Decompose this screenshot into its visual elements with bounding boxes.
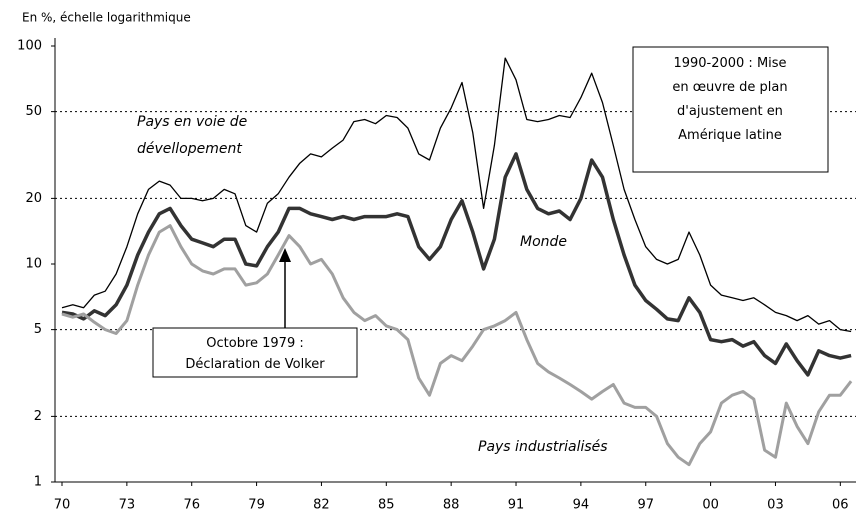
series-label: Monde bbox=[520, 234, 567, 250]
x-tick-label: 85 bbox=[378, 498, 395, 513]
y-tick-label: 10 bbox=[25, 257, 42, 272]
series-line bbox=[61, 224, 853, 467]
y-tick-label: 1 bbox=[34, 475, 42, 490]
y-tick-label: 20 bbox=[25, 191, 42, 206]
series-label: Pays en voie de dévellopement bbox=[137, 114, 247, 157]
series-label: Pays industrialisés bbox=[478, 439, 608, 455]
x-tick-label: 91 bbox=[508, 498, 525, 513]
x-tick-label: 97 bbox=[637, 498, 654, 513]
annotation: Octobre 1979 : Déclaration de Volker bbox=[185, 336, 325, 372]
y-tick-label: 100 bbox=[17, 39, 42, 54]
x-tick-label: 82 bbox=[313, 498, 330, 513]
x-tick-label: 94 bbox=[573, 498, 590, 513]
y-tick-label: 50 bbox=[25, 104, 42, 119]
arrow-head bbox=[279, 248, 291, 262]
annotation: 1990-2000 : Mise en œuvre de plan d'ajuste… bbox=[672, 56, 787, 143]
y-tick-label: 5 bbox=[34, 322, 42, 337]
x-tick-label: 88 bbox=[443, 498, 460, 513]
x-tick-label: 76 bbox=[183, 498, 200, 513]
annotation-box bbox=[152, 327, 358, 378]
annotation-box bbox=[632, 46, 829, 173]
series-line bbox=[61, 152, 852, 377]
x-tick-label: 03 bbox=[767, 498, 784, 513]
x-tick-label: 06 bbox=[832, 498, 849, 513]
axis-label: En %, échelle logarithmique bbox=[22, 11, 191, 25]
y-tick-label: 2 bbox=[34, 409, 42, 424]
x-tick-label: 70 bbox=[54, 498, 71, 513]
series-line bbox=[61, 57, 852, 333]
x-tick-label: 79 bbox=[248, 498, 265, 513]
x-tick-label: 73 bbox=[119, 498, 136, 513]
x-tick-label: 00 bbox=[702, 498, 719, 513]
